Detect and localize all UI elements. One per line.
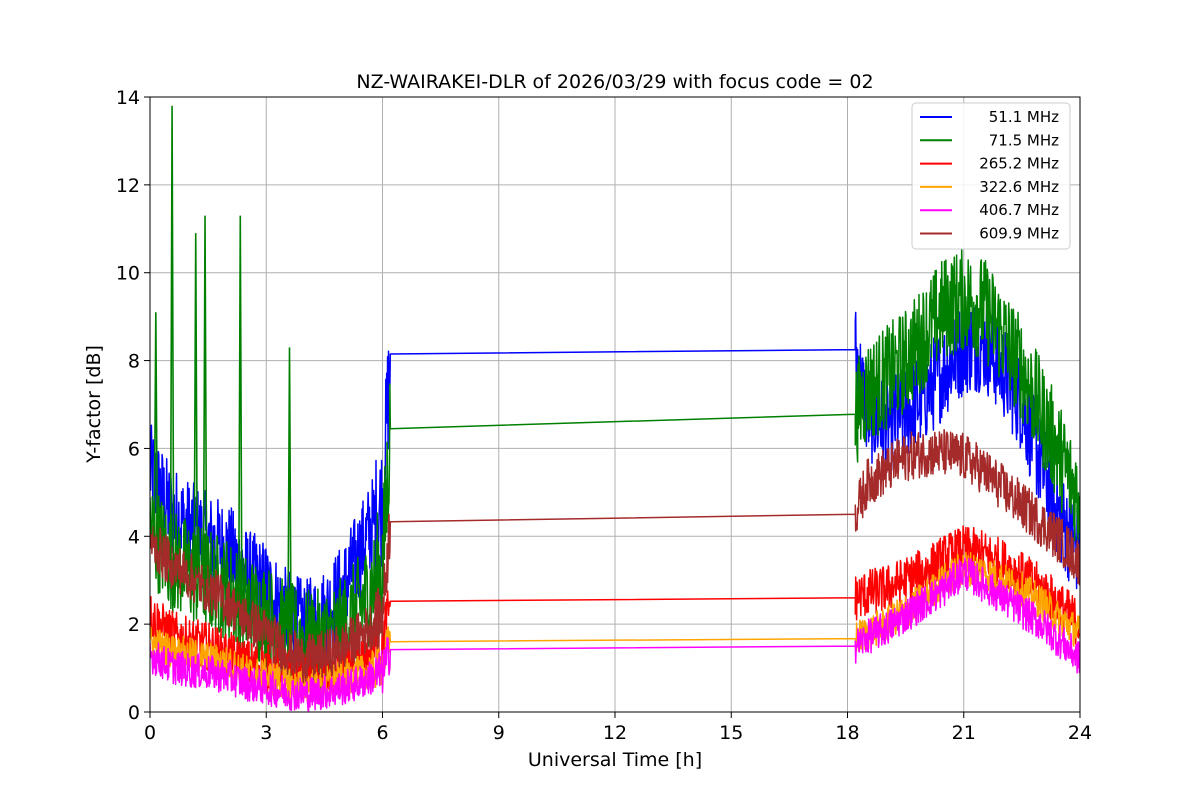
chart-title: NZ-WAIRAKEI-DLR of 2026/03/29 with focus… — [356, 71, 873, 93]
legend-label: 609.9 MHz — [979, 225, 1059, 243]
x-tick-label: 0 — [144, 722, 156, 744]
legend-label: 265.2 MHz — [979, 155, 1059, 173]
y-tick-label: 12 — [116, 175, 140, 197]
legend-entries: 51.1 MHz 71.5 MHz 265.2 MHz 322.6 MHz 406.7 … — [920, 108, 1059, 243]
x-tick-label: 18 — [835, 722, 859, 744]
series-spike — [237, 215, 243, 601]
y-tick-label: 2 — [128, 614, 140, 636]
x-tick-label: 3 — [260, 722, 272, 744]
series-layer — [150, 105, 1080, 712]
y-tick-label: 0 — [128, 702, 140, 724]
series-line-6 — [150, 428, 1080, 684]
series-spike — [193, 233, 199, 575]
y-tick-label: 6 — [128, 438, 140, 460]
series-line-5 — [150, 557, 1080, 712]
x-tick-label: 21 — [952, 722, 976, 744]
y-tick-label: 8 — [128, 351, 140, 373]
x-tick-label: 9 — [493, 722, 505, 744]
series-spike — [287, 347, 292, 635]
x-axis-label: Universal Time [h] — [528, 749, 702, 771]
x-tick-label: 15 — [719, 722, 743, 744]
y-tick-label: 4 — [128, 526, 140, 548]
x-tick-label: 12 — [603, 722, 627, 744]
series-spike — [202, 215, 208, 579]
legend: 51.1 MHz 71.5 MHz 265.2 MHz 322.6 MHz 406.7 … — [911, 102, 1071, 250]
series-line-2 — [150, 248, 1080, 696]
x-tick-label: 6 — [376, 722, 388, 744]
legend-label: 51.1 MHz — [989, 108, 1059, 126]
series-spike — [169, 105, 175, 561]
series-spike — [153, 312, 159, 537]
legend-label: 71.5 MHz — [989, 131, 1059, 149]
y-tick-label: 10 — [116, 263, 140, 285]
legend-label: 406.7 MHz — [979, 201, 1059, 219]
x-tick-label: 24 — [1068, 722, 1092, 744]
y-tick-label: 14 — [116, 87, 140, 109]
legend-label: 322.6 MHz — [979, 178, 1059, 196]
y-axis-label: Y-factor [dB] — [83, 345, 105, 464]
